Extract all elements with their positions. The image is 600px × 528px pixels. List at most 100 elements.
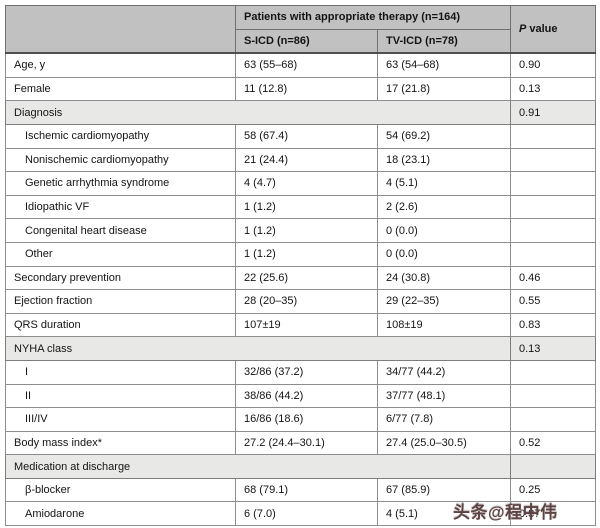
tvicd-value-cell: 17 (21.8) [377,76,511,102]
row-label-cell: Secondary prevention [5,265,236,291]
p-value-cell: 0.83 [510,312,596,338]
p-value-cell [510,218,596,243]
row-label-cell: I [5,359,236,385]
tvicd-value-cell: 27.4 (25.0–30.5) [377,430,511,456]
section-label-cell: Medication at discharge [5,454,511,479]
p-value-cell [510,407,596,432]
sicd-value-cell: 1 (1.2) [235,194,378,220]
table-row: II 38/86 (44.2) 37/77 (48.1) [5,383,596,409]
tvicd-value-cell: 24 (30.8) [377,265,511,291]
row-label-cell: Genetic arrhythmia syndrome [5,171,236,196]
section-row: NYHA class 0.13 [5,336,596,361]
p-value-cell [510,241,596,267]
corner-empty-cell [5,5,236,55]
table-row: β-blocker 68 (79.1) 67 (85.9) 0.25 [5,477,596,503]
row-label-cell: β-blocker [5,477,236,503]
tvicd-value-cell: 34/77 (44.2) [377,359,511,385]
tvicd-value-cell: 6/77 (7.8) [377,407,511,432]
row-label-cell: Other [5,241,236,267]
row-label-cell: Amiodarone [5,501,236,527]
header-row-subgroups: S-ICD (n=86) TV-ICD (n=78) [6,28,596,55]
sicd-value-cell: 28 (20–35) [235,289,378,314]
table-row: I 32/86 (37.2) 34/77 (44.2) [5,359,596,385]
row-label-cell: Nonischemic cardiomyopathy [5,147,236,173]
sicd-value-cell: 6 (7.0) [235,501,378,527]
p-value-cell: 0.91 [510,100,596,125]
table-row: III/IV 16/86 (18.6) 6/77 (7.8) [5,407,596,432]
p-value-cell: 0.87 [510,501,596,527]
p-header-rest: value [529,23,558,36]
p-value-cell [510,123,596,149]
sicd-value-cell: 58 (67.4) [235,123,378,149]
tvicd-value-cell: 67 (85.9) [377,477,511,503]
sicd-value-cell: 1 (1.2) [235,218,378,243]
table-row: Nonischemic cardiomyopathy 21 (24.4) 18 (2… [5,147,596,173]
row-label-cell: Congenital heart disease [5,218,236,243]
section-label-cell: NYHA class [5,336,511,361]
p-value-cell [510,383,596,409]
tvicd-value-cell: 2 (2.6) [377,194,511,220]
sicd-header-cell: S-ICD (n=86) [235,28,378,55]
p-header-italic: P [519,23,527,36]
p-value-cell [510,454,596,479]
sicd-value-cell: 63 (55–68) [235,52,378,78]
tvicd-value-cell: 0 (0.0) [377,241,511,267]
sicd-value-cell: 27.2 (24.4–30.1) [235,430,378,456]
tvicd-value-cell: 108±19 [377,312,511,338]
header-row-group: Patients with appropriate therapy (n=164… [5,5,596,55]
tvicd-value-cell: 18 (23.1) [377,147,511,173]
tvicd-value-cell: 4 (5.1) [377,501,511,527]
row-label-cell: II [5,383,236,409]
table-row: Genetic arrhythmia syndrome 4 (4.7) 4 (5.1… [5,171,596,196]
tvicd-value-cell: 63 (54–68) [377,52,511,78]
p-value-cell: 0.46 [510,265,596,291]
sicd-value-cell: 38/86 (44.2) [235,383,378,409]
sicd-value-cell: 32/86 (37.2) [235,359,378,385]
table-row: Female 11 (12.8) 17 (21.8) 0.13 [5,76,596,102]
baseline-characteristics-table: Patients with appropriate therapy (n=164… [5,5,596,527]
row-label-cell: QRS duration [5,312,236,338]
sicd-value-cell: 21 (24.4) [235,147,378,173]
row-label-cell: Body mass index* [5,430,236,456]
table-row: Ischemic cardiomyopathy 58 (67.4) 54 (69.2… [5,123,596,149]
tvicd-value-cell: 0 (0.0) [377,218,511,243]
table-row: Other 1 (1.2) 0 (0.0) [5,241,596,267]
section-row: Medication at discharge [5,454,596,479]
tvicd-value-cell: 54 (69.2) [377,123,511,149]
table-body: Age, y 63 (55–68) 63 (54–68) 0.90 Female 11 (… [5,52,596,527]
row-label-cell: Ischemic cardiomyopathy [5,123,236,149]
p-value-cell: 0.55 [510,289,596,314]
p-value-cell [510,359,596,385]
p-value-cell [510,147,596,173]
table-row: Secondary prevention 22 (25.6) 24 (30.8) 0.… [5,265,596,291]
sicd-value-cell: 11 (12.8) [235,76,378,102]
row-label-cell: Female [5,76,236,102]
row-label-cell: Idiopathic VF [5,194,236,220]
tvicd-header-cell: TV-ICD (n=78) [377,28,511,55]
tvicd-value-cell: 4 (5.1) [377,171,511,196]
p-value-cell: 0.52 [510,430,596,456]
table-row: Idiopathic VF 1 (1.2) 2 (2.6) [5,194,596,220]
section-label-cell: Diagnosis [5,100,511,125]
table-row: Body mass index* 27.2 (24.4–30.1) 27.4 (25… [5,430,596,456]
tvicd-value-cell: 29 (22–35) [377,289,511,314]
p-value-cell: 0.25 [510,477,596,503]
p-value-cell: 0.13 [510,76,596,102]
table-row: Age, y 63 (55–68) 63 (54–68) 0.90 [5,52,596,78]
table-row: Ejection fraction 28 (20–35) 29 (22–35) 0.5… [5,289,596,314]
sicd-value-cell: 107±19 [235,312,378,338]
tvicd-value-cell: 37/77 (48.1) [377,383,511,409]
sicd-value-cell: 16/86 (18.6) [235,407,378,432]
row-label-cell: Ejection fraction [5,289,236,314]
row-label-cell: III/IV [5,407,236,432]
p-value-cell: 0.90 [510,52,596,78]
p-value-cell [510,171,596,196]
table-header: Patients with appropriate therapy (n=164… [5,5,596,55]
sicd-value-cell: 68 (79.1) [235,477,378,503]
sicd-value-cell: 4 (4.7) [235,171,378,196]
section-row: Diagnosis 0.91 [5,100,596,125]
p-value-cell: 0.13 [510,336,596,361]
table-row: Amiodarone 6 (7.0) 4 (5.1) 0.87 [5,501,596,527]
